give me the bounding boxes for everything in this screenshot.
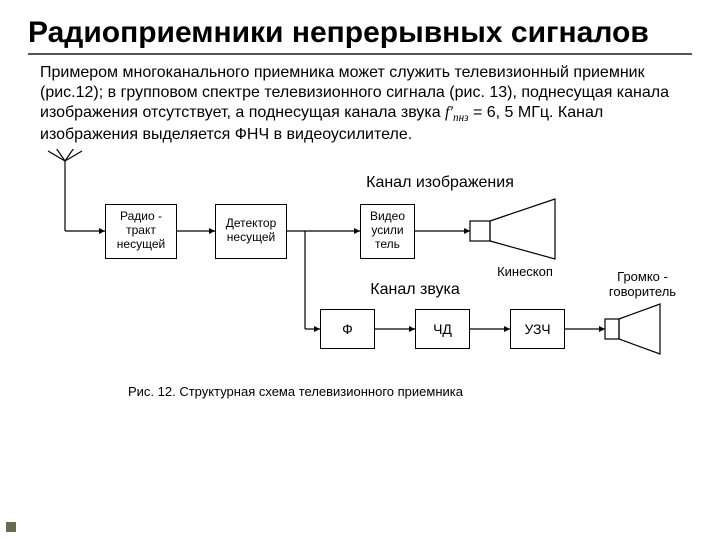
block-diagram: Радио - тракт несущей Детектор несущей В… [30, 149, 690, 374]
label-speaker: Громко - говоритель [595, 269, 690, 299]
block-video-amp: Видео усили тель [360, 204, 415, 259]
body-paragraph: Примером многоканального приемника может… [40, 63, 692, 145]
label-image-channel: Канал изображения [340, 174, 540, 192]
formula: f′пнз [445, 104, 468, 121]
label-kinescope: Кинескоп [480, 264, 570, 279]
page-title: Радиоприемники непрерывных сигналов [28, 16, 692, 51]
title-underline [28, 53, 692, 55]
label-sound-channel: Канал звука [330, 281, 500, 299]
block-filter: Ф [320, 309, 375, 349]
figure-caption: Рис. 12. Структурная схема телевизионног… [128, 384, 692, 399]
block-radio: Радио - тракт несущей [105, 204, 177, 259]
block-fm-detector: ЧД [415, 309, 470, 349]
block-detector: Детектор несущей [215, 204, 287, 259]
block-uzch: УЗЧ [510, 309, 565, 349]
corner-bullet-icon [6, 522, 16, 532]
